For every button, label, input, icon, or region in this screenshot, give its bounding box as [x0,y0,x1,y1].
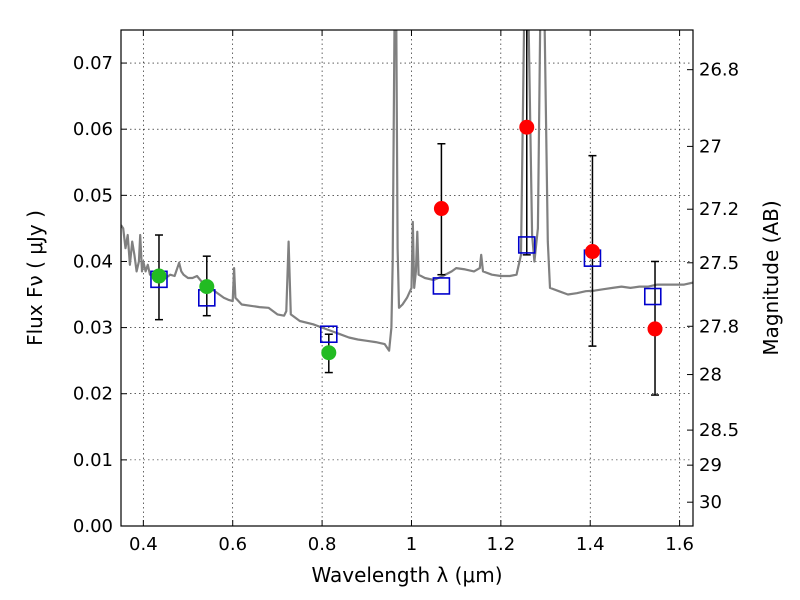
mag-tick-label: 27 [699,136,722,157]
nir-point [433,201,449,217]
model-point [432,277,451,295]
mag-tick-label: 28.5 [699,420,739,441]
mag-tick-label: 26.8 [699,60,739,81]
x-axis-title: Wavelength λ (μm) [311,563,502,587]
nir-point [519,119,535,135]
plot-frame [120,29,694,527]
y-tick-label: 0.02 [73,384,113,405]
y-tick-label: 0.06 [73,119,113,140]
mag-tick-label: 28 [699,365,722,386]
optical-point [151,268,167,284]
nir-point [647,321,663,337]
model-point [643,287,662,306]
mag-tick-label: 30 [699,492,722,513]
y-tick-label: 0.05 [73,185,113,206]
y-axis-title: Flux Fν ( μJy ) [23,210,47,346]
right-axis-title: Magnitude (AB) [759,200,783,355]
y-tick-label: 0.03 [73,318,113,339]
optical-point [321,345,337,361]
error-bars [154,30,660,396]
mag-tick-label: 27.5 [699,253,739,274]
data-points [151,119,663,361]
x-tick-label: 0.4 [129,534,158,555]
model-points [150,236,662,344]
nir-point [584,244,600,260]
y-tick-label: 0.04 [73,251,113,272]
mag-tick-label: 27.8 [699,316,739,337]
x-tick-label: 0.8 [308,534,337,555]
y-tick-label: 0.01 [73,450,113,471]
x-tick-label: 1.2 [487,534,516,555]
x-tick-label: 1.6 [665,534,694,555]
y-tick-label: 0.07 [73,53,113,74]
mag-tick-label: 27.2 [699,199,739,220]
x-tick-label: 1 [406,534,417,555]
optical-point [199,279,215,295]
model-point [319,325,338,344]
x-tick-label: 0.6 [218,534,247,555]
axis-ticks: 0.4 0.6 0.8 1 1.2 1.4 1.6 0.00 0.01 0.02 0.03 0.04 0… [73,30,739,555]
x-tick-label: 1.4 [576,534,605,555]
mag-tick-label: 29 [699,455,722,476]
y-tick-label: 0.00 [73,516,113,537]
model-point [517,236,536,254]
